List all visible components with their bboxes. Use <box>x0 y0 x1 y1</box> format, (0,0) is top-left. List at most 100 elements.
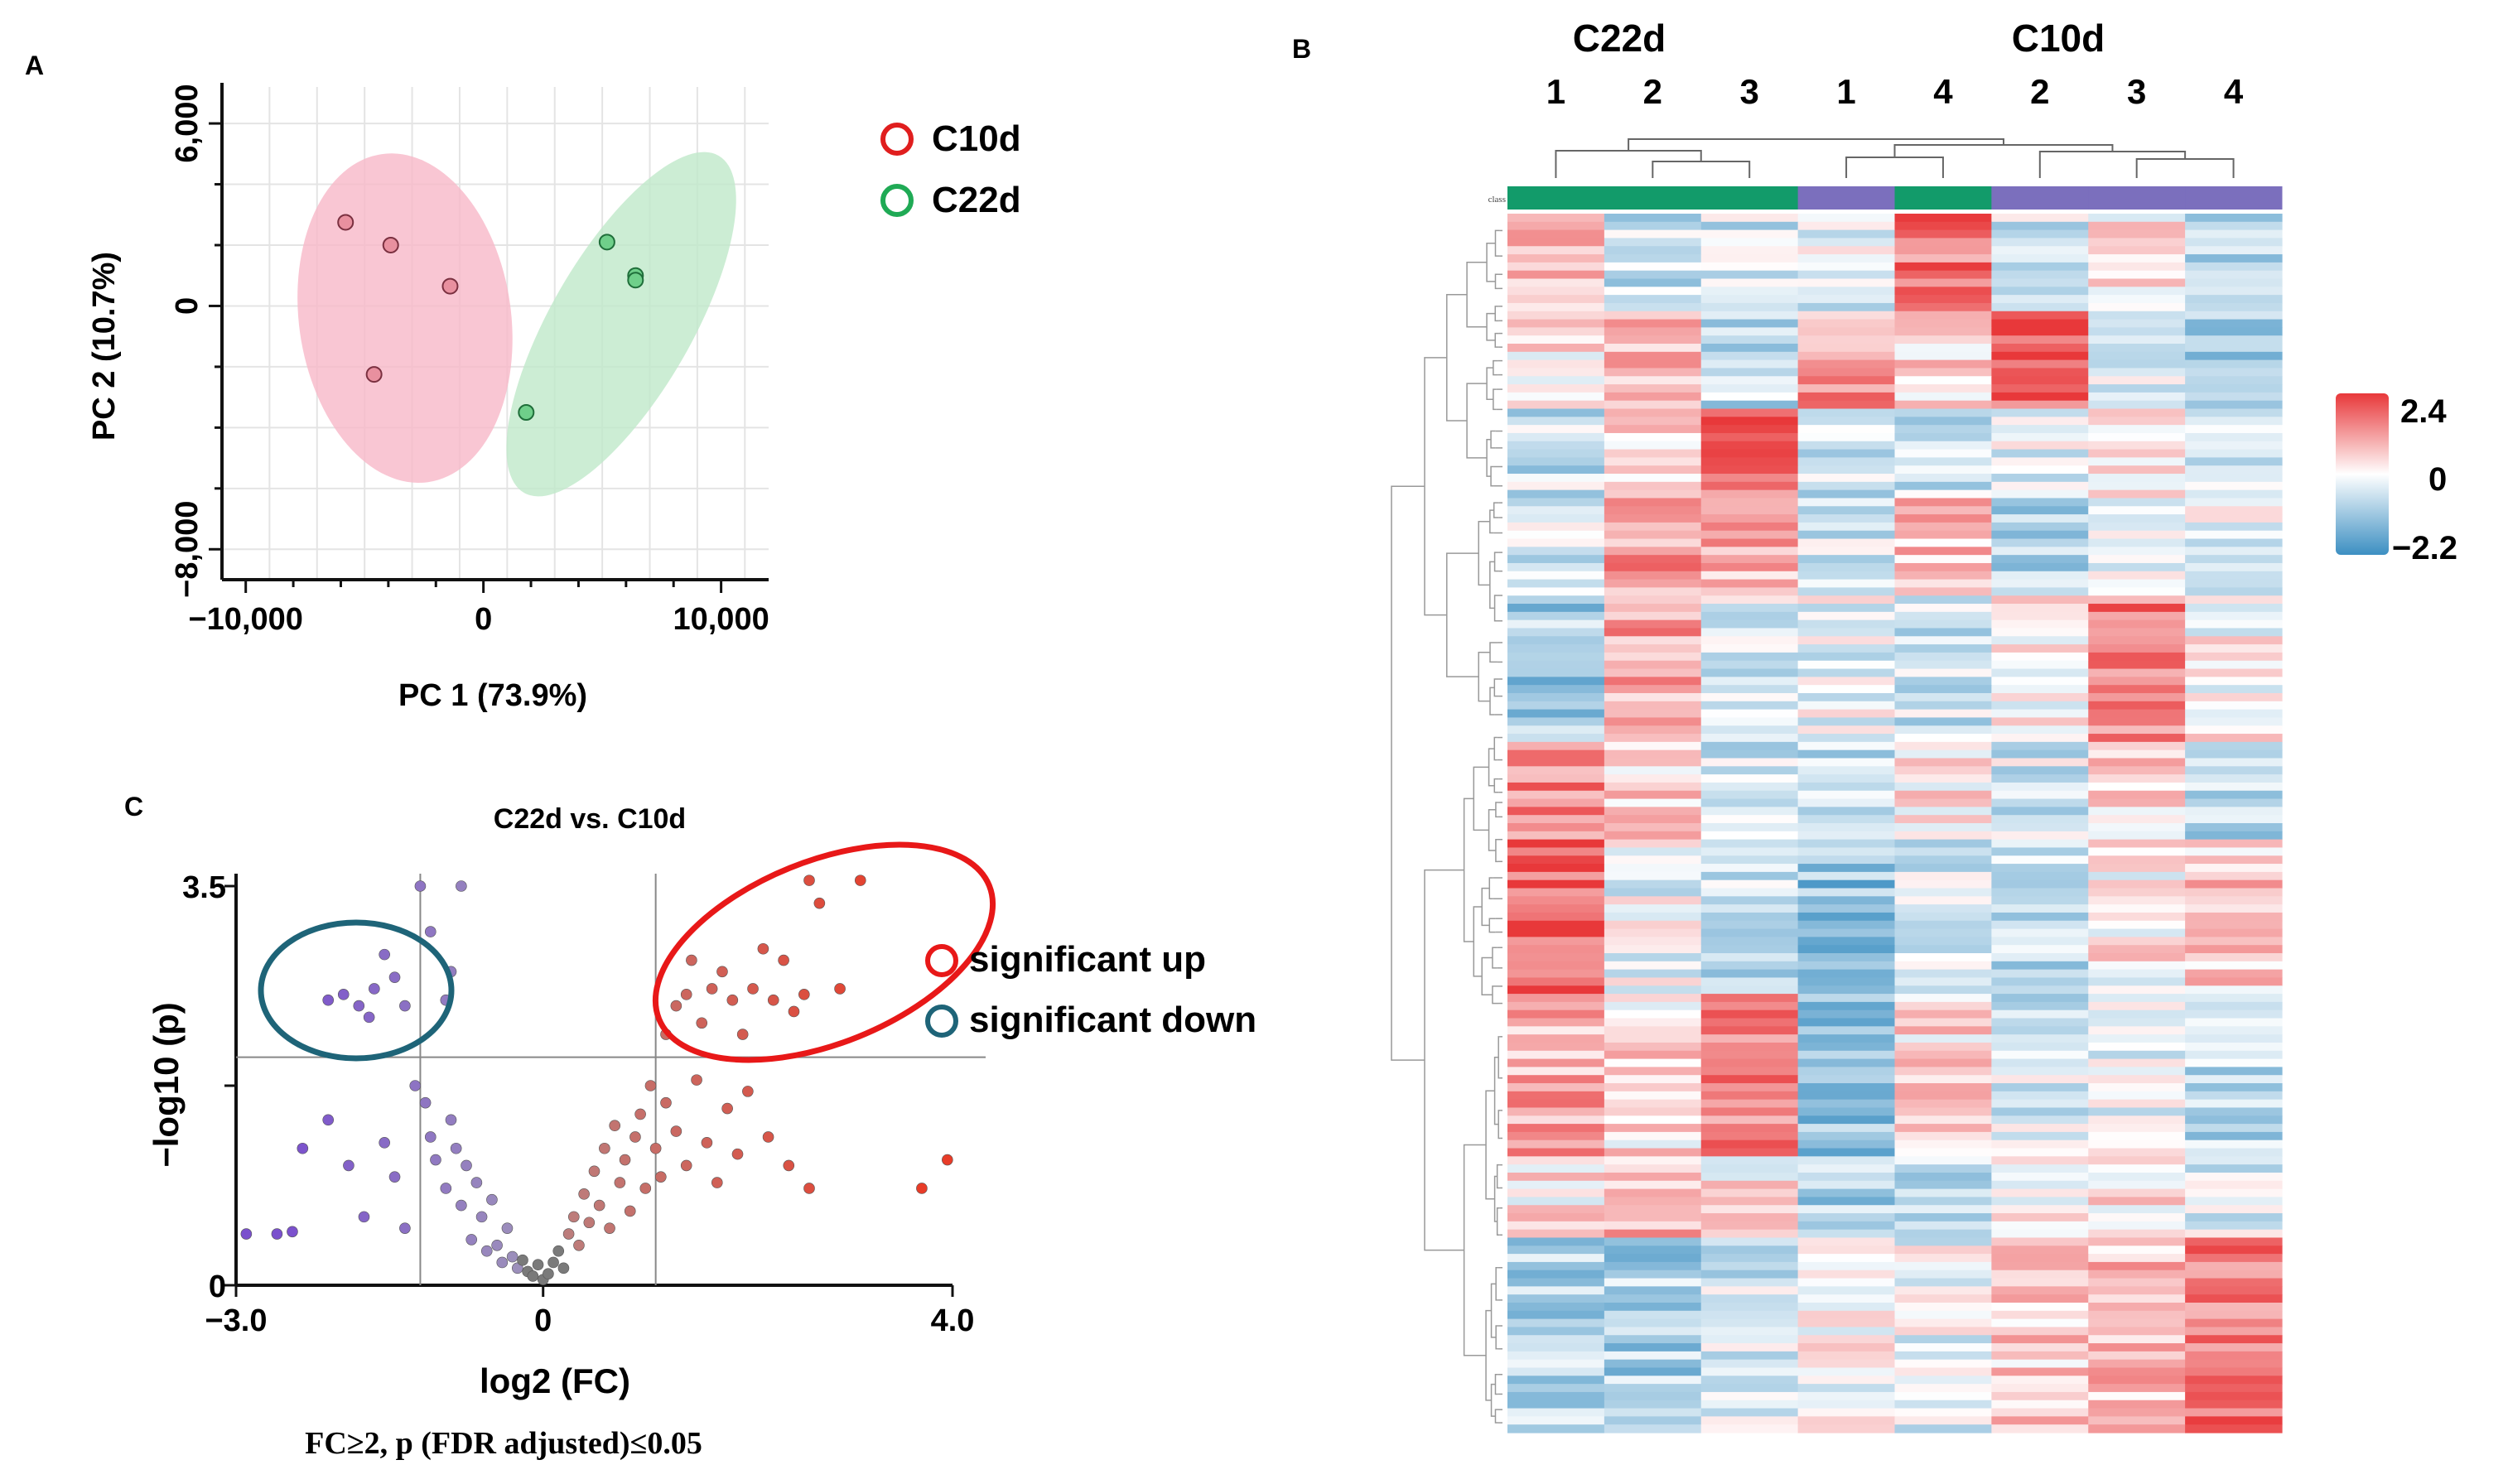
heatmap-cell <box>1991 1131 2089 1141</box>
heatmap-cell <box>2185 368 2283 377</box>
heatmap-cell <box>1797 839 1896 849</box>
heatmap-cell <box>1991 1205 2089 1214</box>
heatmap-cell <box>1991 302 2089 312</box>
volcano-point <box>424 1131 436 1143</box>
heatmap-cell <box>1700 945 1799 954</box>
heatmap-cell <box>1507 1083 1605 1092</box>
heatmap-cell <box>1894 1278 1992 1287</box>
heatmap-cell <box>1507 1359 1605 1369</box>
heatmap-cell <box>1991 790 2089 800</box>
heatmap-cell <box>1700 831 1799 841</box>
heatmap-cell <box>1894 449 1992 458</box>
heatmap-cell <box>1797 1302 1896 1312</box>
heatmap-cell <box>1991 1318 2089 1328</box>
volcano-point <box>562 1228 575 1240</box>
heatmap-cell <box>1991 1229 2089 1239</box>
heatmap-cell <box>1991 701 2089 711</box>
heatmap-cell <box>1991 571 2089 581</box>
heatmap-cell <box>1507 1229 1605 1239</box>
heatmap-cell <box>1507 1351 1605 1361</box>
heatmap-cell <box>1894 1042 1992 1052</box>
heatmap-cell <box>1604 977 1702 986</box>
heatmap-cell <box>1797 335 1896 344</box>
heatmap-cell <box>1507 432 1605 442</box>
heatmap-cell <box>1894 555 1992 564</box>
heatmap-cell <box>2185 619 2283 629</box>
heatmap-cell <box>2088 1197 2186 1206</box>
heatmap-cell <box>1604 1067 1702 1076</box>
heatmap-cell <box>1700 1164 1799 1173</box>
heatmap-cell <box>2088 498 2186 507</box>
volcano-point <box>456 1199 467 1212</box>
heatmap-cell <box>1894 579 1992 589</box>
heatmap-cell <box>2185 1107 2283 1116</box>
heatmap-cell <box>1604 709 1702 719</box>
heatmap-cell <box>1991 1115 2089 1125</box>
heatmap-cell <box>1991 831 2089 841</box>
heatmap-cell <box>2088 1294 2186 1303</box>
heatmap-cell <box>2185 1075 2283 1084</box>
heatmap-cell <box>2088 392 2186 402</box>
heatmap-cell <box>1991 270 2089 280</box>
heatmap-cell <box>1991 879 2089 889</box>
heatmap-cell <box>1700 335 1799 344</box>
row-dendrogram-branch <box>1473 906 1483 977</box>
heatmap-cell <box>1700 392 1799 402</box>
heatmap-cell <box>1604 514 1702 523</box>
heatmap-cell <box>1991 425 2089 434</box>
heatmap-cell <box>1507 685 1605 694</box>
heatmap-cell <box>1604 368 1702 377</box>
heatmap-cell <box>1894 1197 1992 1206</box>
heatmap-cell <box>2185 457 2283 466</box>
heatmap-cell <box>1700 1286 1799 1295</box>
heatmap-cell <box>1991 1083 2089 1092</box>
heatmap-cell <box>1894 945 1992 954</box>
pca-y-axis-label: PC 2 (10.7%) <box>87 252 122 441</box>
heatmap-cell <box>2088 1416 2186 1425</box>
heatmap-cell <box>1797 945 1896 954</box>
heatmap-cell <box>1604 628 1702 637</box>
heatmap-cell <box>1991 441 2089 450</box>
heatmap-cell <box>2185 400 2283 410</box>
heatmap-cell <box>2088 1254 2186 1263</box>
heatmap-cell <box>1604 506 1702 515</box>
heatmap-cell <box>2088 384 2186 393</box>
heatmap-cell <box>1894 807 1992 816</box>
heatmap-cell <box>1797 351 1896 361</box>
heatmap-group-label-c22d: C22d <box>1573 17 1666 60</box>
heatmap-cell <box>1604 1213 1702 1222</box>
heatmap-cell <box>1507 1026 1605 1035</box>
volcano-point <box>634 1108 646 1120</box>
heatmap-cell <box>2185 1034 2283 1043</box>
heatmap-cell <box>1700 368 1799 377</box>
heatmap-cell <box>2088 815 2186 824</box>
heatmap-cell <box>1604 1384 1702 1393</box>
heatmap-cell <box>1507 562 1605 572</box>
heatmap-cell <box>1700 709 1799 719</box>
heatmap-cell <box>2088 408 2186 417</box>
volcano-point <box>547 1256 559 1269</box>
heatmap-cell <box>2185 1367 2283 1376</box>
heatmap-cell <box>1894 1075 1992 1084</box>
heatmap-cell <box>1604 1351 1702 1361</box>
heatmap-cell <box>1894 1050 1992 1060</box>
heatmap-cell <box>1894 628 1992 637</box>
heatmap-cell <box>1507 1237 1605 1246</box>
heatmap-cell <box>1604 595 1702 605</box>
heatmap-cell <box>1894 1327 1992 1336</box>
heatmap-cell <box>1604 465 1702 475</box>
volcano-point <box>762 1131 774 1143</box>
heatmap-cell <box>1604 879 1702 889</box>
heatmap-cell <box>1604 238 1702 247</box>
heatmap-cell <box>1507 368 1605 377</box>
heatmap-cell <box>1894 319 1992 328</box>
heatmap-cell <box>1797 522 1896 532</box>
volcano-point <box>475 1211 488 1223</box>
heatmap-cell <box>1797 1067 1896 1076</box>
heatmap-cell <box>1991 1009 2089 1019</box>
heatmap-cell <box>1604 287 1702 296</box>
heatmap-cell <box>2088 1302 2186 1312</box>
heatmap-cell <box>1700 221 1799 231</box>
heatmap-cell <box>1991 595 2089 605</box>
heatmap-cell <box>1604 847 1702 856</box>
